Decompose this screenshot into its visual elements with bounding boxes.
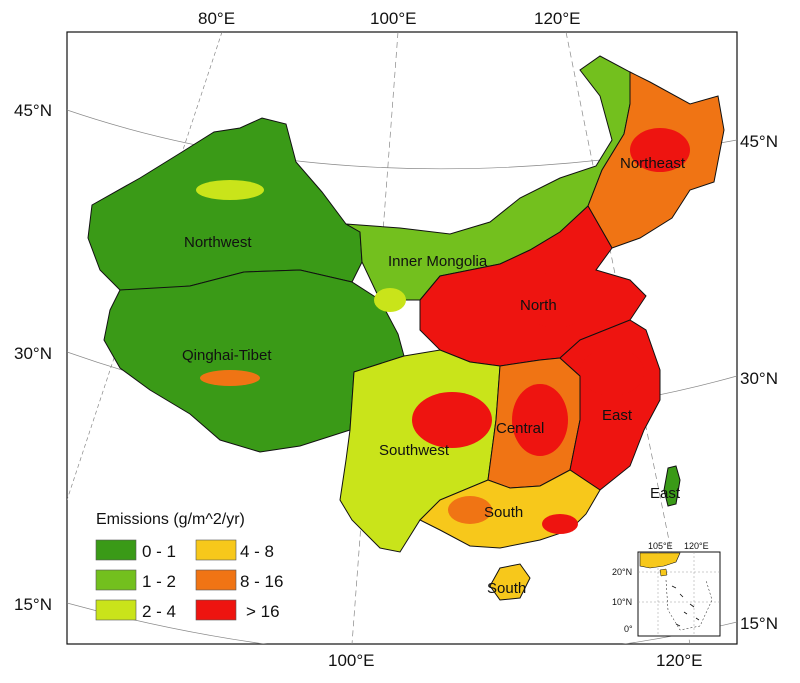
right-label-45n: 45°N — [740, 132, 778, 151]
left-label-15n: 15°N — [14, 595, 52, 614]
legend-label-1-2: 1 - 2 — [142, 572, 176, 591]
hotspot-central — [512, 384, 568, 456]
top-label-100e: 100°E — [370, 9, 417, 28]
region-label-east: East — [602, 407, 633, 424]
legend-title: Emissions (g/m^2/yr) — [96, 511, 245, 528]
inset-mainland — [639, 552, 681, 569]
right-label-30n: 30°N — [740, 369, 778, 388]
region-label-north: North — [520, 297, 557, 314]
region-label-northeast: Northeast — [620, 155, 686, 172]
top-label-120e: 120°E — [534, 9, 581, 28]
legend-swatch-2-4 — [95, 599, 137, 621]
parallel-15n — [67, 602, 737, 644]
bottom-label-120e: 120°E — [656, 651, 703, 670]
region-label-inner-mongolia: Inner Mongolia — [388, 253, 488, 270]
hotspot-yangtze — [580, 348, 644, 396]
legend-swatch-4-8 — [195, 539, 237, 561]
hotspot-sichuan — [412, 392, 492, 448]
region-label-central: Central — [496, 420, 544, 437]
meridian-100e — [351, 32, 399, 644]
region-label-east-taiwan: East — [650, 485, 681, 502]
hotspot-tarim — [196, 180, 264, 200]
inset-left-label-0: 0° — [624, 624, 633, 634]
legend-label-2-4: 2 - 4 — [142, 602, 176, 621]
hotspot-tibet-south — [200, 370, 260, 386]
hotspot-northeast-plain — [630, 128, 690, 172]
top-label-80e: 80°E — [198, 9, 235, 28]
hotspot-hexi — [374, 288, 406, 312]
legend-label-0-1: 0 - 1 — [142, 542, 176, 561]
region-labels: Northeast Northwest Inner Mongolia North… — [182, 155, 686, 597]
inset-islands — [671, 585, 700, 627]
legend-label-4-8: 4 - 8 — [240, 542, 274, 561]
legend-label-over-16: > 16 — [246, 602, 280, 621]
left-label-30n: 30°N — [14, 344, 52, 363]
region-label-northwest: Northwest — [184, 234, 252, 251]
inset-boundary — [665, 579, 713, 631]
graticule-labels: 80°E 100°E 120°E 100°E 120°E 45°N 30°N 1… — [14, 9, 778, 670]
region-label-qinghai-tibet: Qinghai-Tibet — [182, 347, 272, 364]
emission-hotspots — [196, 128, 690, 534]
legend-swatch-over-16 — [195, 599, 237, 621]
inset-left-label-10n: 10°N — [612, 597, 632, 607]
legend-swatch-0-1 — [95, 539, 137, 561]
legend-swatch-1-2 — [95, 569, 137, 591]
region-label-south-hainan: South — [487, 580, 526, 597]
hotspot-north-plain — [522, 272, 590, 328]
inset-top-label-105e: 105°E — [648, 541, 673, 551]
right-label-15n: 15°N — [740, 614, 778, 633]
legend-label-8-16: 8 - 16 — [240, 572, 283, 591]
south-china-sea-inset: 105°E 120°E 20°N 10°N 0° — [612, 541, 721, 637]
left-label-45n: 45°N — [14, 101, 52, 120]
taiwan-island — [663, 465, 681, 507]
region-label-southwest: Southwest — [379, 442, 450, 459]
legend-swatch-8-16 — [195, 569, 237, 591]
inset-left-label-20n: 20°N — [612, 567, 632, 577]
legend: Emissions (g/m^2/yr) 0 - 1 1 - 2 2 - 4 4… — [95, 511, 283, 621]
hainan-island — [489, 563, 531, 601]
inset-hainan — [659, 568, 668, 577]
region-label-south: South — [484, 504, 523, 521]
inset-top-label-120e: 120°E — [684, 541, 709, 551]
bottom-label-100e: 100°E — [328, 651, 375, 670]
hotspot-pearl-delta — [542, 514, 578, 534]
hotspot-south-west — [448, 496, 492, 524]
